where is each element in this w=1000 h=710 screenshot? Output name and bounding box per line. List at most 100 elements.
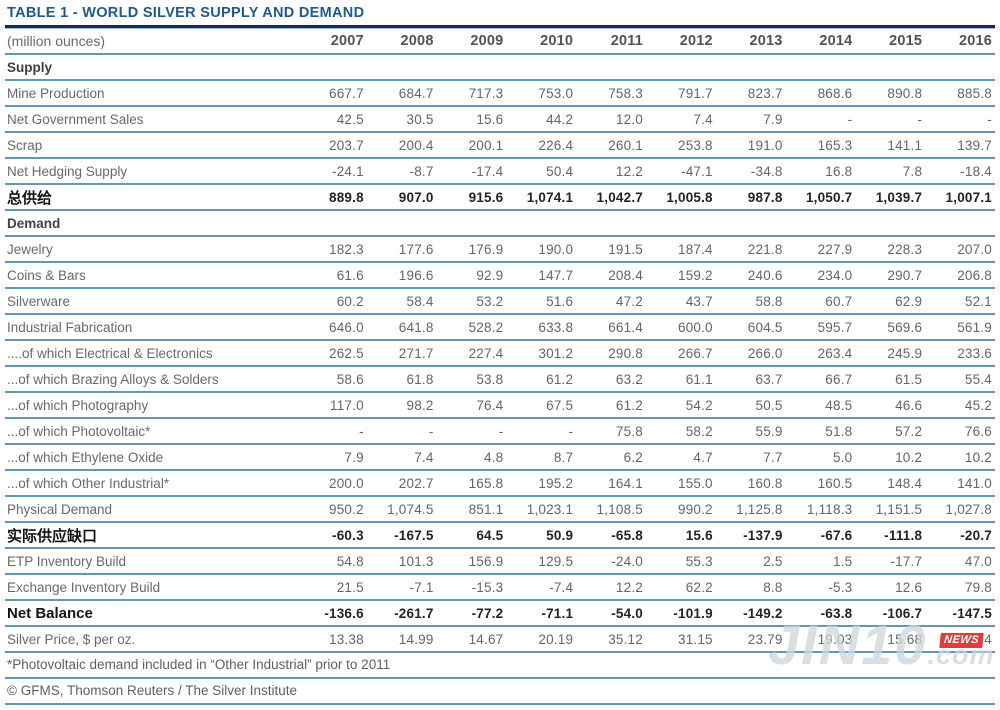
- cell-value: 717.3: [436, 80, 507, 107]
- cell-value: 57.2: [855, 418, 926, 445]
- cell-value: 4.8: [436, 444, 507, 471]
- cell-value: 191.0: [715, 132, 786, 159]
- cell-value: 569.6: [855, 314, 926, 341]
- table-row: Jewelry 182.3 177.6 176.9 190.0 191.5 187.4 221…: [5, 236, 995, 263]
- cell-value: 63.2: [576, 366, 646, 393]
- cell-value: 51.8: [785, 418, 856, 445]
- row-label: Demand: [5, 210, 995, 237]
- cell-value: 101.3: [366, 548, 437, 575]
- cell-value: 177.6: [366, 236, 437, 263]
- cell-value: -: [855, 106, 926, 133]
- cell-value: 156.9: [436, 548, 507, 575]
- cell-value: 58.6: [297, 366, 367, 393]
- cell-value: 76.6: [925, 418, 995, 445]
- cell-value: 66.7: [785, 366, 856, 393]
- table-row: Industrial Fabrication 646.0 641.8 528.2 633…: [5, 314, 995, 341]
- cell-value: 245.9: [855, 340, 926, 367]
- table-header: (million ounces) 2007 2008 2009 2010 2011 2012…: [5, 29, 995, 55]
- row-label: 实际供应缺口: [5, 522, 297, 549]
- row-label: ....of which Electrical & Electronics: [5, 340, 297, 367]
- row-label: ...of which Other Industrial*: [5, 470, 297, 497]
- cell-value: -: [506, 418, 577, 445]
- cell-value: 851.1: [436, 496, 507, 523]
- cell-value: 200.0: [297, 470, 367, 497]
- cell-value: 51.6: [506, 288, 577, 315]
- table-row: Mine Production 667.7 684.7 717.3 753.0 758.3…: [5, 80, 995, 107]
- cell-value: 5.0: [785, 444, 856, 471]
- cell-value: 208.4: [576, 262, 646, 289]
- cell-value: 1.5: [785, 548, 856, 575]
- cell-value: 595.7: [785, 314, 856, 341]
- cell-value: -7.4: [506, 574, 577, 601]
- cell-value: 907.0: [366, 184, 437, 211]
- cell-value: -47.1: [645, 158, 716, 185]
- cell-value: 92.9: [436, 262, 507, 289]
- cell-value: 79.8: [925, 574, 995, 601]
- cell-value: 147.7: [506, 262, 577, 289]
- row-label: Jewelry: [5, 236, 297, 263]
- cell-value: 75.8: [576, 418, 646, 445]
- cell-value: 1,039.7: [855, 184, 926, 211]
- table-row: ...of which Brazing Alloys & Solders 58.6…: [5, 366, 995, 393]
- cell-value: 1,027.8: [925, 496, 995, 523]
- year-header: 2013: [715, 29, 786, 55]
- cell-value: 1,125.8: [715, 496, 786, 523]
- year-header: 2016: [925, 29, 995, 55]
- cell-value: -24.0: [576, 548, 646, 575]
- cell-value: 67.5: [506, 392, 577, 419]
- year-header: 2014: [785, 29, 856, 55]
- cell-value: 1,118.3: [785, 496, 856, 523]
- cell-value: -: [297, 418, 367, 445]
- cell-value: 753.0: [506, 80, 577, 107]
- cell-value: 633.8: [506, 314, 577, 341]
- table-row: ....of which Electrical & Electronics 262…: [5, 340, 995, 367]
- cell-value: -17.7: [855, 548, 926, 575]
- cell-value: 2.5: [715, 548, 786, 575]
- row-label: Silverware: [5, 288, 297, 315]
- cell-value: 187.4: [645, 236, 716, 263]
- cell-value: 7.9: [715, 106, 786, 133]
- cell-value: -7.1: [366, 574, 437, 601]
- cell-value: 64.5: [436, 522, 507, 549]
- cell-value: 159.2: [645, 262, 716, 289]
- cell-value: -65.8: [576, 522, 646, 549]
- cell-value: 54.8: [297, 548, 367, 575]
- row-label: Exchange Inventory Build: [5, 574, 297, 601]
- table-row: Physical Demand 950.2 1,074.5 851.1 1,023.1 1…: [5, 496, 995, 523]
- cell-value: 684.7: [366, 80, 437, 107]
- cell-value: 44.2: [506, 106, 577, 133]
- year-header: 2007: [297, 29, 367, 55]
- cell-value: 10.2: [925, 444, 995, 471]
- row-label: ...of which Ethylene Oxide: [5, 444, 297, 471]
- cell-value: 7.4: [366, 444, 437, 471]
- cell-value: -20.7: [925, 522, 995, 549]
- unit-label: (million ounces): [5, 29, 297, 55]
- cell-value: 61.2: [576, 392, 646, 419]
- row-label: ...of which Brazing Alloys & Solders: [5, 366, 297, 393]
- footnote-photovoltaic: *Photovoltaic demand included in “Other …: [5, 653, 995, 679]
- cell-value: 58.8: [715, 288, 786, 315]
- cell-value: 200.1: [436, 132, 507, 159]
- cell-value: 21.5: [297, 574, 367, 601]
- cell-value: 190.0: [506, 236, 577, 263]
- cell-value: 98.2: [366, 392, 437, 419]
- cell-value: -60.3: [297, 522, 367, 549]
- cell-value: 10.2: [855, 444, 926, 471]
- cell-value: 61.5: [855, 366, 926, 393]
- cell-value: 141.0: [925, 470, 995, 497]
- cell-value: 8.7: [506, 444, 577, 471]
- cell-value: 266.7: [645, 340, 716, 367]
- cell-value: 12.6: [855, 574, 926, 601]
- cell-value: 31.15: [645, 626, 716, 653]
- cell-value: 14.99: [366, 626, 437, 653]
- cell-value: 6.2: [576, 444, 646, 471]
- cell-value: 53.2: [436, 288, 507, 315]
- cell-value: 7.4: [645, 106, 716, 133]
- cell-value: 667.7: [297, 80, 367, 107]
- cell-value: 1,074.1: [506, 184, 577, 211]
- year-header: 2010: [506, 29, 577, 55]
- year-header: 2012: [645, 29, 716, 55]
- cell-value: 14.67: [436, 626, 507, 653]
- row-label: 总供给: [5, 184, 297, 211]
- table-row: ...of which Other Industrial* 200.0 202.7 1…: [5, 470, 995, 497]
